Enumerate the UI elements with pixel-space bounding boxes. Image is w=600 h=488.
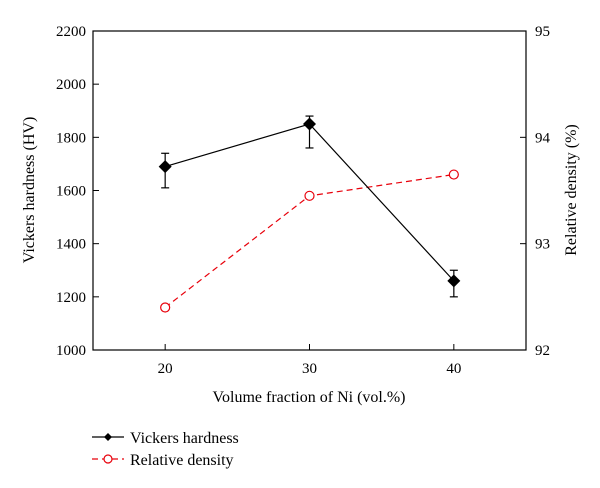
vickers-hardness-point (447, 274, 461, 288)
legend-item-vickers-hardness: Vickers hardness (92, 430, 239, 447)
y-tick-label: 1200 (56, 290, 86, 306)
y2-tick-label: 94 (535, 130, 551, 146)
vickers-hardness-point (158, 160, 172, 174)
relative-density-point (304, 190, 315, 201)
y2-axis-title: Relative density (%) (563, 124, 580, 256)
legend: Vickers hardness Relative density (92, 430, 239, 469)
vickers-hardness-point (303, 117, 316, 131)
y-tick-label: 1400 (56, 237, 86, 253)
relative-density-point (448, 169, 459, 180)
y-axis-title: Vickers hardness (HV) (21, 117, 38, 264)
y-tick-label: 1800 (56, 130, 86, 146)
relative-density-point (160, 302, 171, 313)
x-tick-label: 20 (158, 361, 173, 377)
legend-label-relative-density: Relative density (130, 452, 234, 469)
y-tick-label: 1600 (56, 184, 86, 200)
y-tick-label: 2000 (56, 77, 86, 93)
x-axis-title: Volume fraction of Ni (vol.%) (213, 389, 406, 406)
filled-diamond-icon (104, 433, 112, 441)
axis-ticks: 1000 1200 1400 1600 1800 2000 2200 92 93 94 95 20 30… (56, 24, 551, 377)
y2-tick-label: 93 (535, 237, 550, 253)
y2-tick-label: 95 (535, 24, 550, 40)
y-tick-label: 1000 (56, 343, 86, 359)
series-layer (158, 115, 461, 313)
legend-item-relative-density: Relative density (92, 452, 234, 469)
y2-tick-label: 92 (535, 343, 550, 359)
legend-label-vickers-hardness: Vickers hardness (130, 430, 239, 447)
y-tick-label: 2200 (56, 24, 86, 40)
open-circle-icon (103, 454, 113, 464)
plot-frame (92, 30, 527, 351)
x-tick-label: 30 (302, 361, 317, 377)
x-tick-label: 40 (446, 361, 461, 377)
